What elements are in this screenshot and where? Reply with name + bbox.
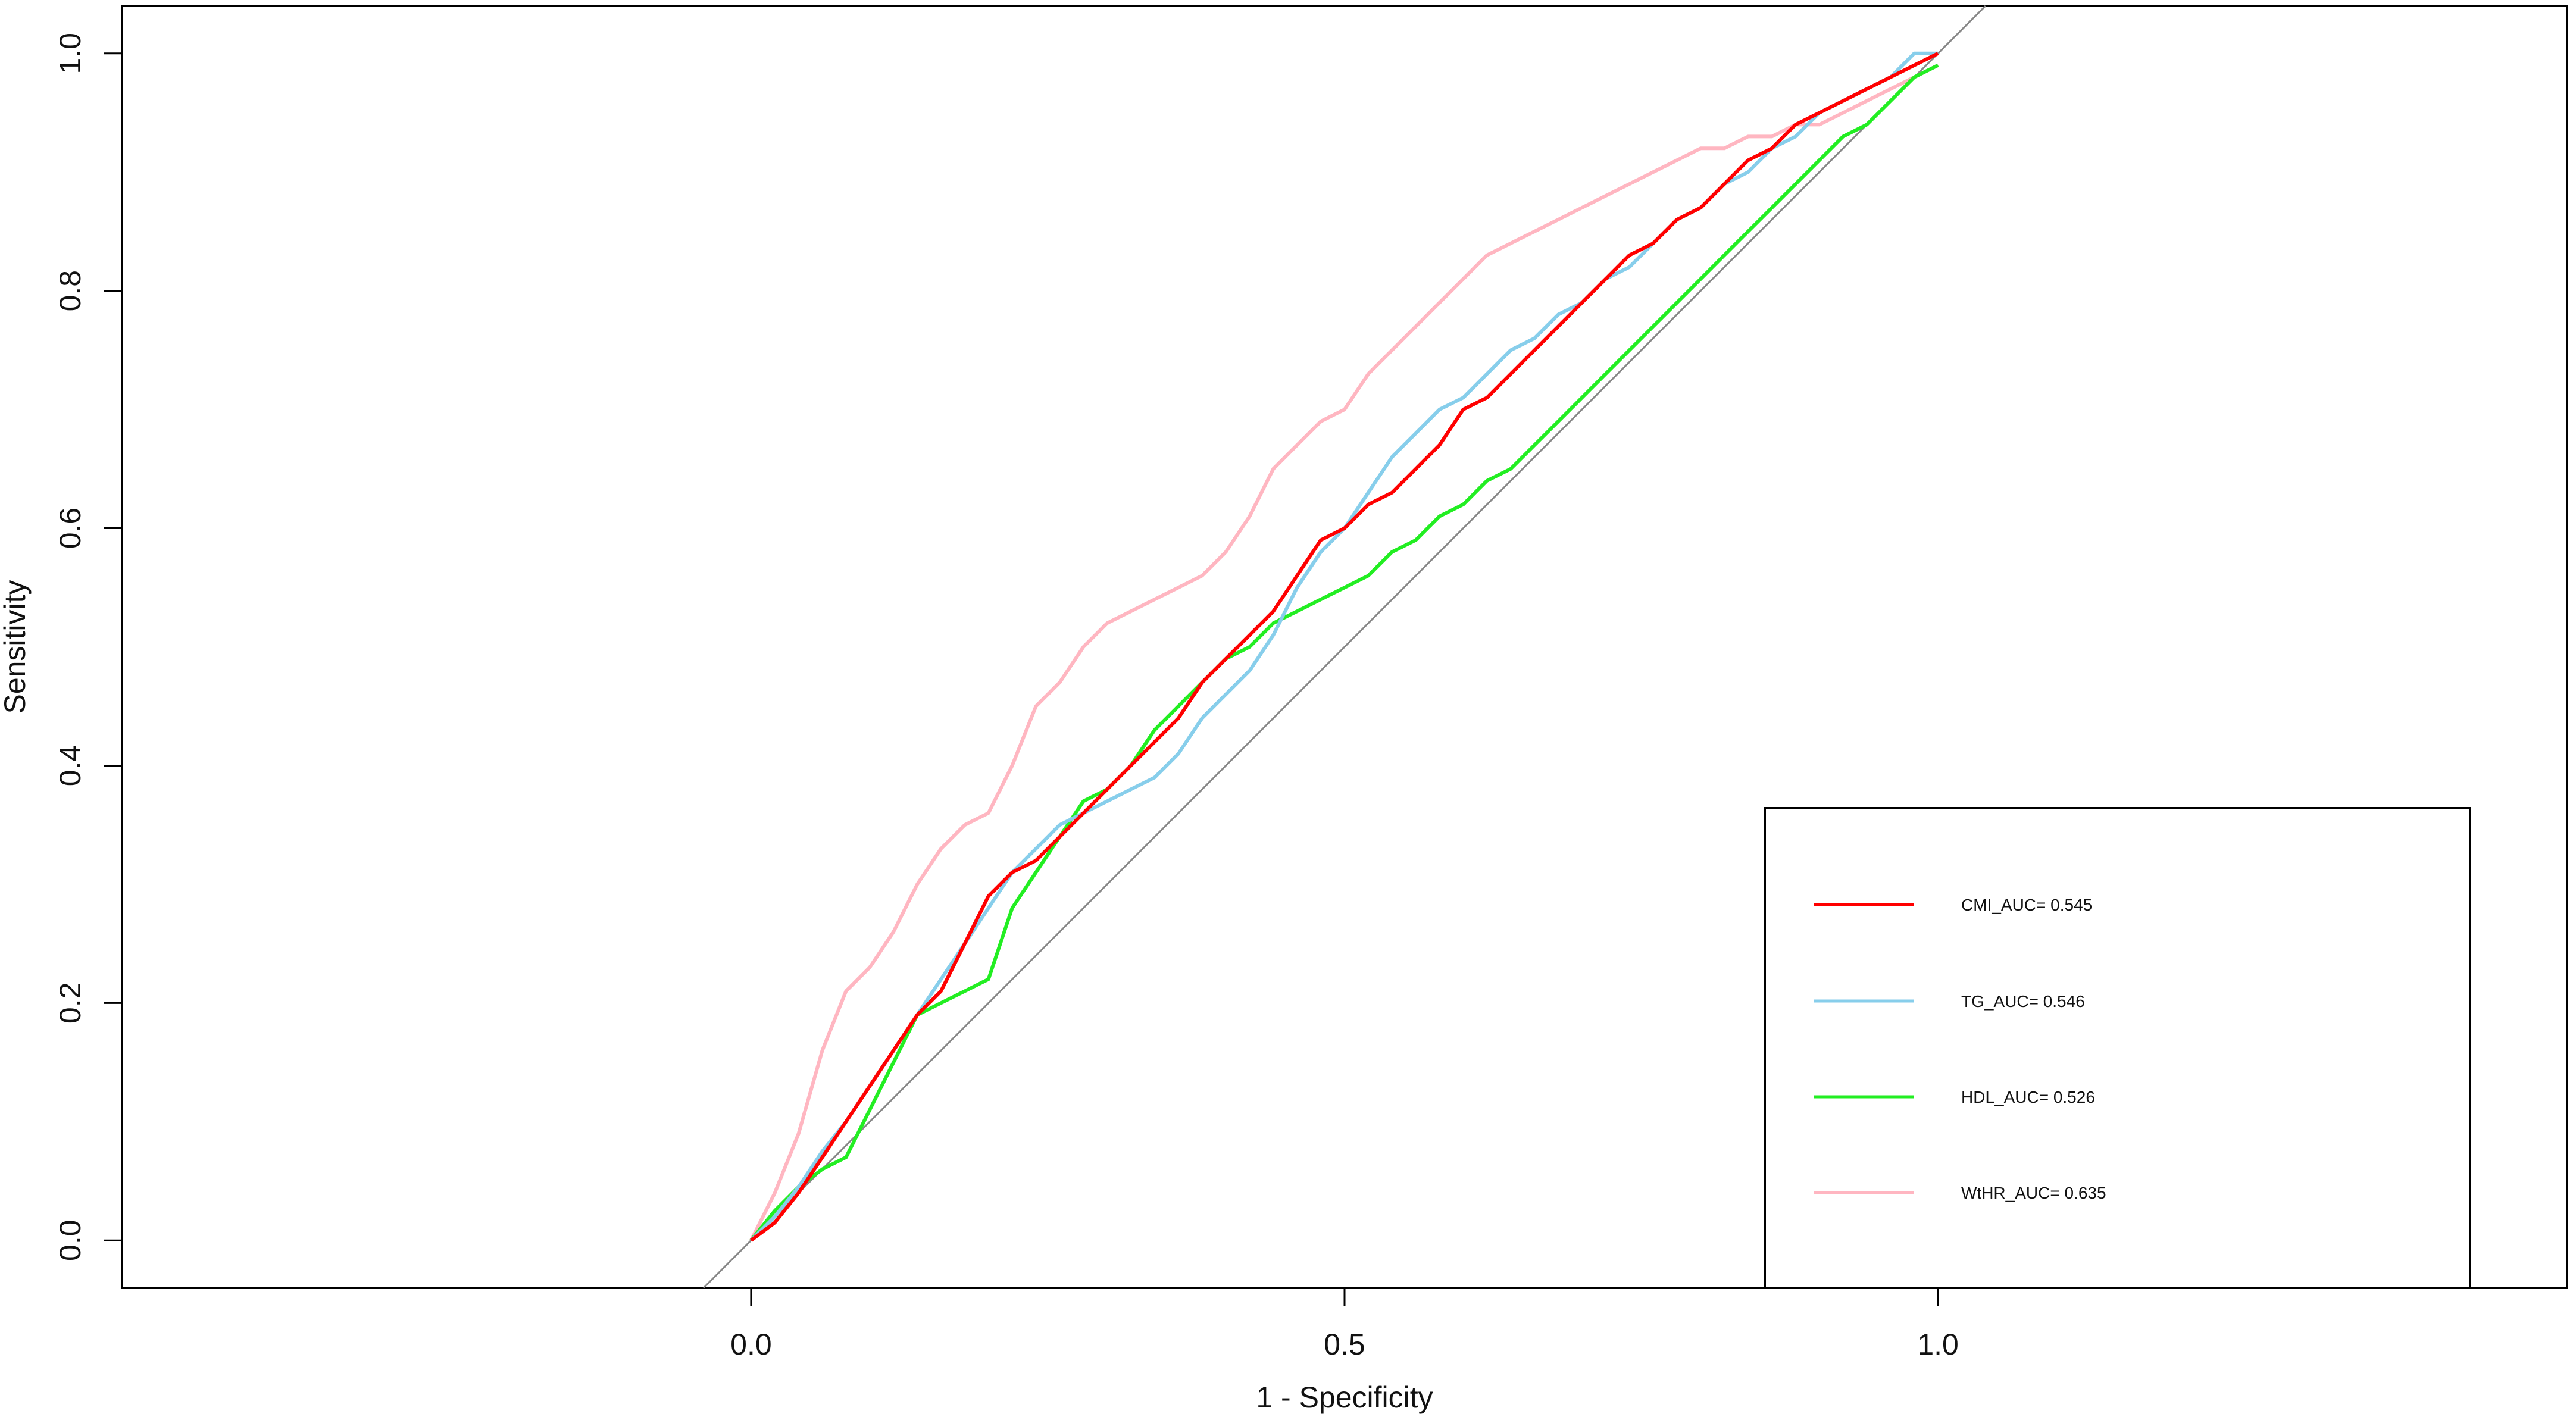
legend-label: TG_AUC= 0.546 bbox=[1961, 992, 2085, 1011]
series-line-3 bbox=[749, 64, 1939, 1241]
legend-label: WtHR_AUC= 0.635 bbox=[1961, 1184, 2106, 1202]
x-tick-label: 0.5 bbox=[1324, 1328, 1365, 1361]
legend-label: CMI_AUC= 0.545 bbox=[1961, 896, 2092, 914]
legend-box bbox=[1764, 807, 2471, 1289]
y-tick-label: 1.0 bbox=[54, 33, 87, 74]
y-tick-label: 0.4 bbox=[54, 745, 87, 787]
legend-label: HDL_AUC= 0.526 bbox=[1961, 1088, 2095, 1106]
y-axis: 0.0 0.2 0.4 0.6 0.8 1.0 bbox=[54, 33, 123, 1261]
y-tick-label: 0.8 bbox=[54, 270, 87, 312]
y-tick-label: 0.0 bbox=[54, 1219, 87, 1261]
y-axis-label: Sensitivity bbox=[0, 580, 32, 714]
y-tick-label: 0.2 bbox=[54, 983, 87, 1024]
x-axis: 0.0 0.5 1.0 bbox=[730, 1287, 1959, 1361]
legend: CMI_AUC= 0.545 TG_AUC= 0.546 HDL_AUC= 0.52… bbox=[1764, 807, 2471, 1289]
series-line-0 bbox=[750, 52, 1939, 1242]
reference-diagonal-line bbox=[703, 5, 1986, 1289]
x-tick-label: 1.0 bbox=[1917, 1328, 1959, 1361]
series-line-2 bbox=[749, 64, 1939, 1242]
x-axis-label: 1 - Specificity bbox=[1256, 1381, 1433, 1414]
y-tick-label: 0.6 bbox=[54, 508, 87, 549]
series-group bbox=[749, 51, 1939, 1242]
x-tick-label: 0.0 bbox=[730, 1328, 772, 1361]
